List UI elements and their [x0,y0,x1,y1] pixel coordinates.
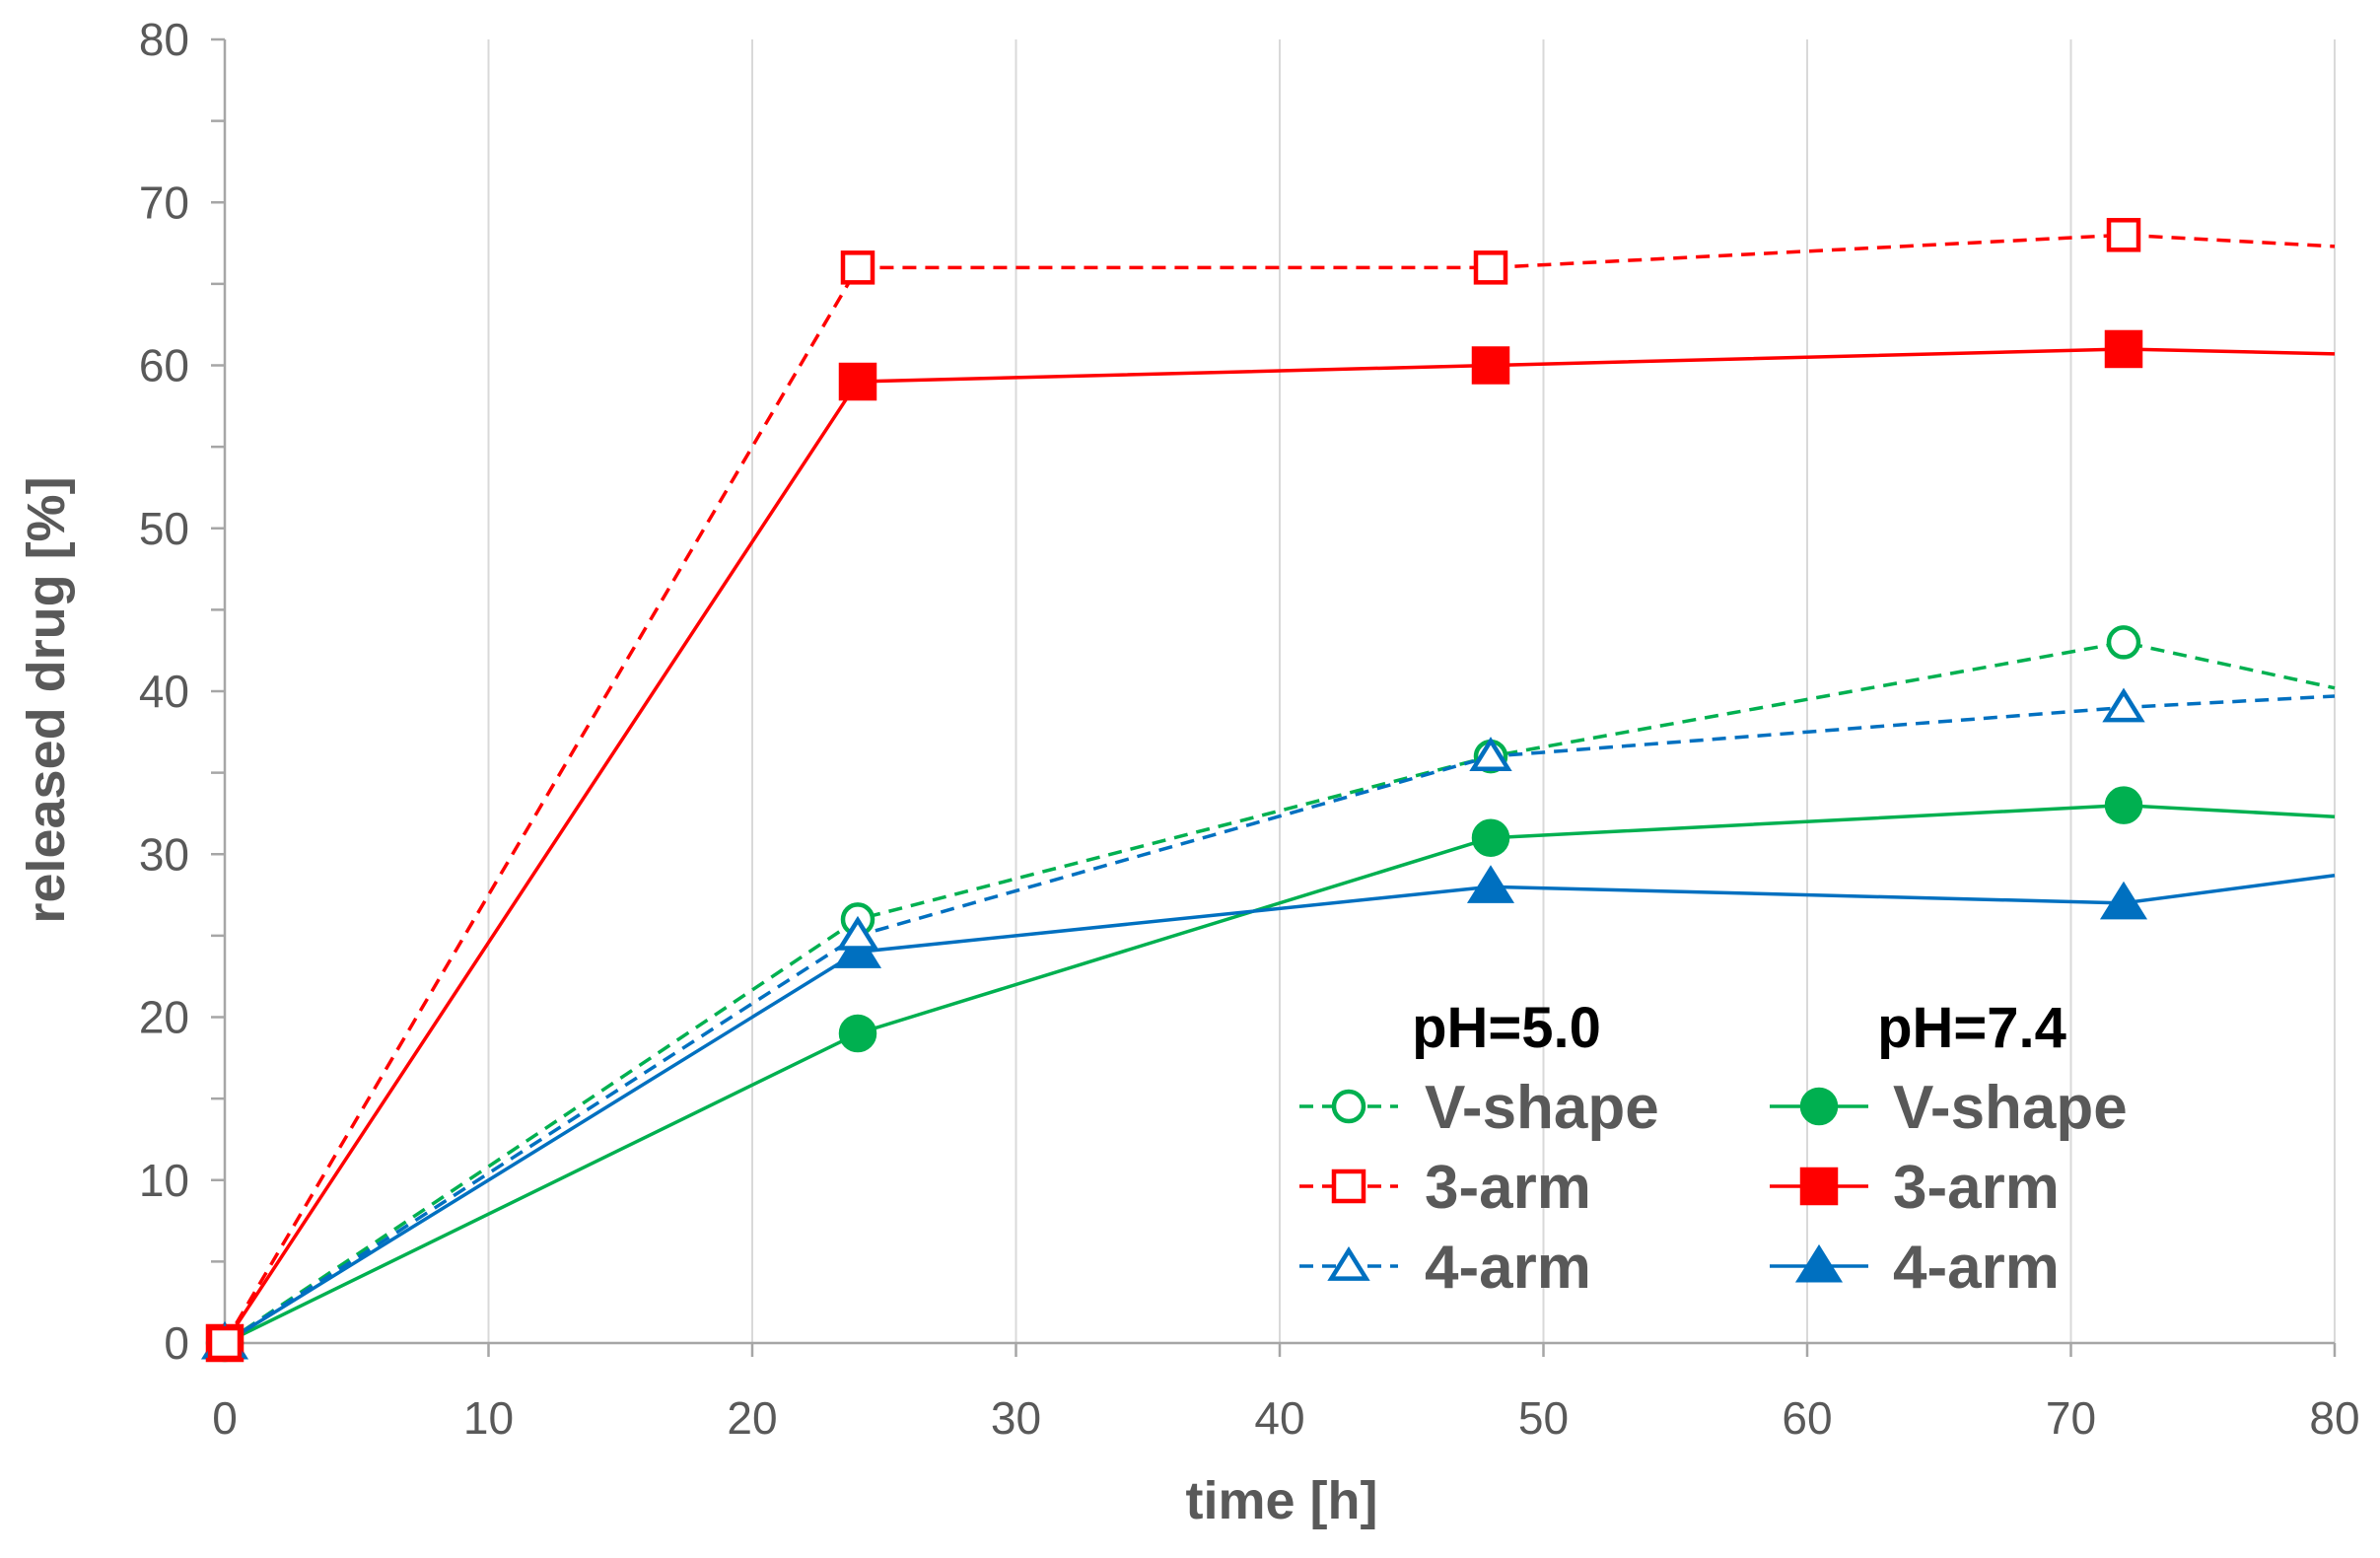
series-markers [200,218,2148,1363]
data-point-ph-5-0-v-shape [2106,625,2141,660]
legend-swatch-marker-ph-7-4-3-arm [1799,1167,1839,1206]
legend-swatch-marker-ph-5-0-4-arm [1327,1245,1370,1281]
legend: pH=5.0 pH=7.4 V-shape 3-arm 4-arm V-shape 3-… [1299,996,2128,1302]
y-tick-label: 10 [139,1155,189,1206]
legend-header-ph50: pH=5.0 [1412,996,1601,1060]
legend-label-ph-5-0-4-arm: 4-arm [1425,1234,1591,1302]
data-point-ph-7-4-3-arm [838,362,877,401]
x-tick-label: 0 [212,1392,238,1444]
data-point-ph-5-0-4-arm [2102,687,2145,723]
data-point-ph-5-0-3-arm [2106,218,2141,252]
legend-swatch-marker-ph-7-4-4-arm [1794,1243,1844,1283]
x-tick-label: 50 [1518,1392,1569,1444]
legend-label-ph-7-4-3-arm: 3-arm [1893,1154,2060,1222]
x-tick-label: 70 [2046,1392,2096,1444]
data-point-ph-7-4-4-arm [1466,865,1515,903]
y-tick-label: 40 [139,666,189,717]
x-tick-label: 30 [991,1392,1041,1444]
axes [211,37,2337,1357]
legend-label-ph-7-4-4-arm: 4-arm [1893,1234,2060,1302]
data-point-ph-7-4-v-shape [2104,786,2143,824]
legend-swatch-marker-ph-5-0-3-arm [1331,1168,1366,1204]
data-point-ph-5-0-3-arm [207,1325,243,1361]
x-axis-title: time [h] [1186,1471,1378,1530]
grid-lines [487,39,2336,1343]
x-tick-label: 40 [1254,1392,1304,1444]
data-point-ph-5-0-3-arm [840,250,875,285]
legend-swatch-marker-ph-5-0-v-shape [1331,1089,1366,1124]
data-point-ph-7-4-3-arm [1471,346,1510,385]
x-tick-label: 10 [463,1392,514,1444]
y-tick-label: 60 [139,340,189,391]
legend-label-ph-5-0-v-shape: V-shape [1425,1074,1659,1142]
x-tick-label: 60 [1782,1392,1832,1444]
y-tick-label: 50 [139,503,189,554]
y-axis-title: released drug [%] [17,476,76,923]
data-point-ph-5-0-4-arm [1469,737,1512,771]
data-point-ph-5-0-3-arm [1473,250,1508,285]
data-point-ph-7-4-v-shape [1471,818,1510,857]
y-tick-label: 30 [139,828,189,880]
legend-label-ph-5-0-3-arm: 3-arm [1425,1154,1591,1222]
x-tick-label: 80 [2309,1392,2359,1444]
legend-swatch-marker-ph-7-4-v-shape [1799,1087,1839,1126]
data-point-ph-7-4-v-shape [838,1014,877,1053]
y-tick-label: 70 [139,177,189,228]
tick-labels: 0 10 20 30 40 50 60 70 80 0 10 20 30 40 50 60 70 80 [139,14,2360,1444]
y-tick-label: 0 [164,1317,189,1369]
data-point-ph-7-4-4-arm [2099,881,2148,920]
legend-label-ph-7-4-v-shape: V-shape [1893,1074,2128,1142]
y-tick-label: 80 [139,14,189,65]
legend-header-ph74: pH=7.4 [1877,996,2066,1060]
y-tick-label: 20 [139,992,189,1043]
data-point-ph-7-4-3-arm [2104,329,2143,369]
data-point-ph-5-0-4-arm [836,915,879,951]
x-tick-label: 20 [727,1392,777,1444]
